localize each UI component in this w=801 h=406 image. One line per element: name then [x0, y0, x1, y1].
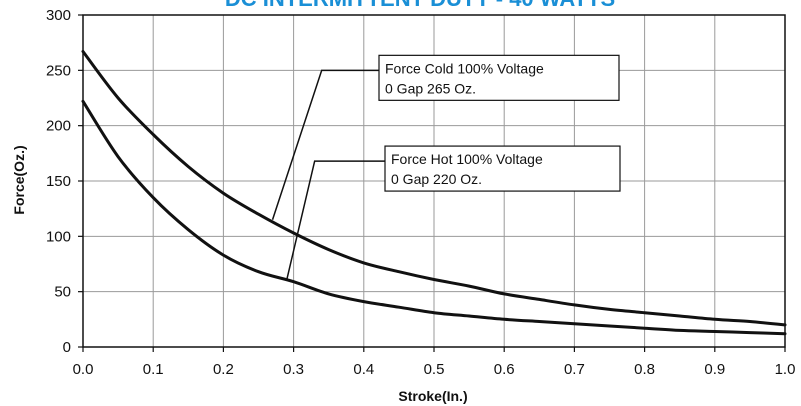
- annotation-line2: 0 Gap 265 Oz.: [385, 80, 476, 96]
- x-tick-label: 0.5: [424, 361, 445, 378]
- x-axis-title: Stroke(In.): [398, 388, 467, 404]
- y-tick-label: 0: [63, 339, 71, 356]
- y-axis-title: Force(Oz.): [11, 145, 27, 214]
- y-tick-label: 300: [46, 7, 71, 24]
- y-tick-label: 250: [46, 62, 71, 79]
- x-tick-label: 0.7: [564, 361, 585, 378]
- x-tick-label: 0.9: [704, 361, 725, 378]
- x-tick-label: 0.4: [353, 361, 374, 378]
- annotation-leader-line: [271, 69, 379, 220]
- x-tick-label: 0.8: [634, 361, 655, 378]
- annotation-box: [384, 145, 621, 192]
- force-cold-line: [81, 50, 787, 327]
- series-layer: [81, 50, 787, 336]
- x-tick-label: 0.1: [143, 361, 164, 378]
- x-axis-ticks: 0.0 0.1 0.2 0.3 0.4 0.5 0.6 0.7 0.8 0.9 1.0: [73, 347, 796, 378]
- y-tick-label: 50: [54, 284, 71, 301]
- x-tick-label: 0.3: [283, 361, 304, 378]
- annotation-box: [378, 54, 620, 101]
- x-tick-label: 1.0: [775, 361, 796, 378]
- chart-title: DC INTERMITTENT DUTY - 40 WATTS: [225, 0, 615, 11]
- x-tick-label: 0.6: [494, 361, 515, 378]
- annotation-line2: 0 Gap 220 Oz.: [391, 171, 482, 187]
- x-tick-label: 0.0: [73, 361, 94, 378]
- force-hot-line: [81, 99, 787, 336]
- y-tick-label: 100: [46, 228, 71, 245]
- x-tick-label: 0.2: [213, 361, 234, 378]
- y-tick-label: 200: [46, 118, 71, 135]
- annotation-line1: Force Cold 100% Voltage: [385, 60, 544, 76]
- annotation-line1: Force Hot 100% Voltage: [391, 151, 543, 167]
- annotation-leader-line: [285, 160, 385, 281]
- annotations: Force Cold 100% Voltage 0 Gap 265 Oz. Forc…: [271, 54, 621, 281]
- y-axis-ticks: 0 50 100 150 200 250 300: [46, 7, 83, 356]
- y-tick-label: 150: [46, 173, 71, 190]
